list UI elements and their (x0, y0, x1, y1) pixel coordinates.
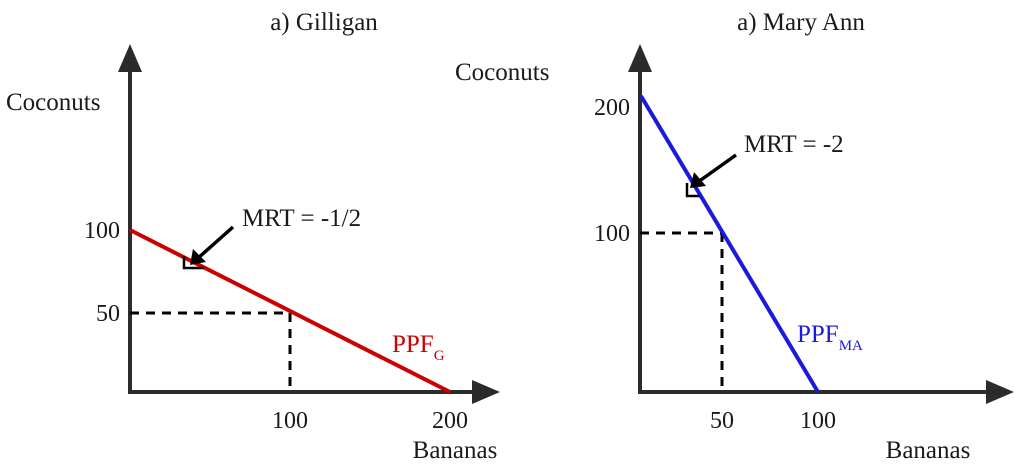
ppf-label-main: PPF (392, 331, 434, 358)
x-tick-label: 100 (800, 408, 836, 434)
ppf-line (639, 94, 820, 394)
mrt-annotation: MRT = -2 (744, 131, 844, 158)
annotation-arrowhead (690, 172, 706, 188)
panel-mary-ann: a) Mary Ann Coconuts Bananas 200 100 50 … (455, 9, 1014, 464)
x-tick-label: 50 (710, 408, 734, 434)
y-tick-label: 200 (594, 95, 630, 121)
x-axis-arrow (472, 380, 500, 404)
annotation-arrow (195, 225, 235, 261)
slope-marker (182, 256, 204, 270)
y-tick-label: 50 (96, 301, 120, 327)
annotation-arrowhead (190, 249, 206, 265)
x-tick-label: 100 (272, 408, 308, 434)
x-tick-label: 200 (432, 408, 468, 434)
ppf-label: PPFG (392, 331, 445, 364)
y-axis-label: Coconuts (455, 59, 549, 86)
panel-gilligan: a) Gilligan Coconuts Bananas 100 50 100 … (6, 9, 500, 464)
ppf-label-main: PPF (797, 321, 839, 348)
x-axis-label: Bananas (886, 437, 971, 464)
chart-title: a) Gilligan (270, 9, 378, 36)
y-axis-arrow (118, 44, 142, 72)
ppf-label-subscript: G (434, 348, 445, 364)
x-axis-label: Bananas (413, 437, 498, 464)
slope-marker (685, 183, 700, 198)
chart-title: a) Mary Ann (737, 9, 865, 36)
y-tick-label: 100 (594, 221, 630, 247)
mrt-annotation: MRT = -1/2 (242, 205, 361, 232)
y-axis-arrow (628, 44, 652, 72)
ppf-label: PPFMA (797, 321, 863, 354)
annotation-arrow (696, 153, 738, 184)
y-axis-label: Coconuts (6, 89, 100, 116)
x-axis-arrow (986, 380, 1014, 404)
ppf-label-subscript: MA (839, 338, 863, 354)
y-tick-label: 100 (84, 218, 120, 244)
